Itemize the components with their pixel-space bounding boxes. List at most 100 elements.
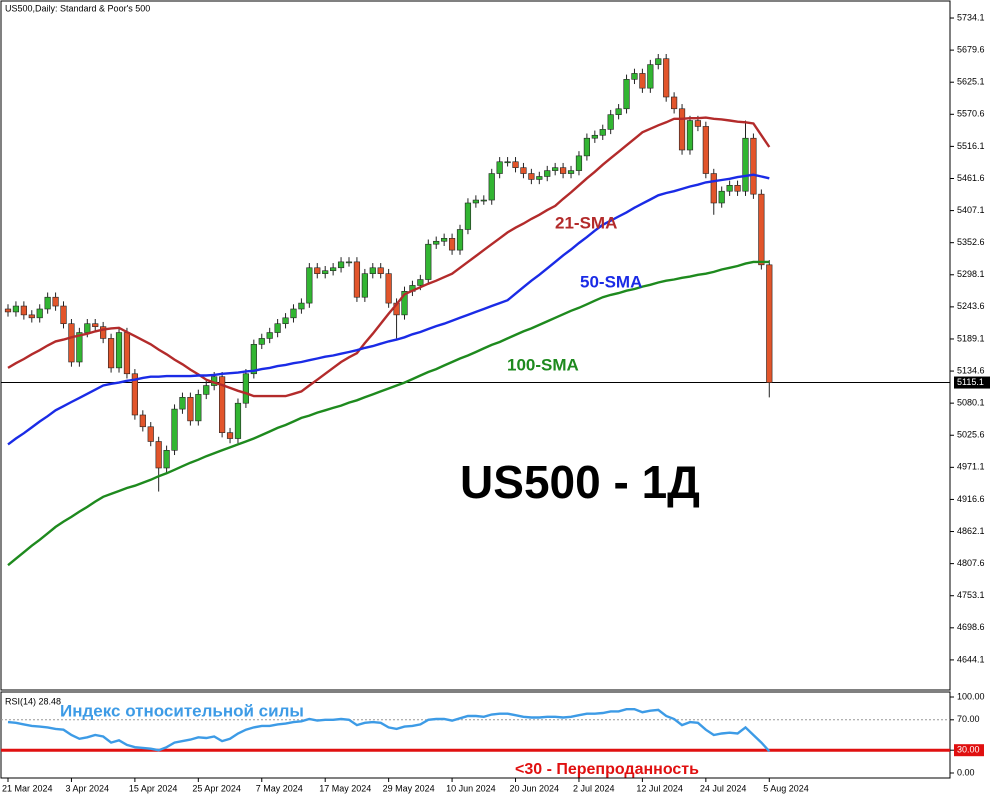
rsi-tick-label: 0.00 bbox=[957, 767, 975, 777]
candle-body bbox=[163, 450, 170, 469]
candle-body bbox=[203, 385, 210, 395]
candle-body bbox=[187, 397, 194, 422]
y-tick-label: 4807.6 bbox=[957, 558, 985, 568]
sma-label: 50-SMA bbox=[580, 272, 642, 291]
y-tick-label: 5134.6 bbox=[957, 365, 985, 375]
candle-body bbox=[36, 308, 43, 319]
candle-body bbox=[686, 120, 694, 151]
y-tick-label: 5298.1 bbox=[957, 269, 985, 279]
candle-body bbox=[425, 243, 432, 280]
candle-body bbox=[68, 323, 75, 363]
candle-body bbox=[599, 129, 606, 136]
candle-body bbox=[306, 267, 313, 304]
sma-line bbox=[7, 173, 770, 446]
candle-body bbox=[464, 202, 472, 230]
candle-body bbox=[171, 408, 178, 451]
candle-body bbox=[591, 134, 598, 139]
candle-body bbox=[750, 137, 757, 195]
candle-body bbox=[330, 267, 337, 272]
candle-body bbox=[552, 167, 559, 171]
candle-body bbox=[290, 308, 297, 319]
x-tick-label: 24 Jul 2024 bbox=[700, 783, 747, 793]
y-tick-label: 5352.6 bbox=[957, 237, 985, 247]
candle-body bbox=[615, 108, 622, 115]
x-tick-label: 12 Jul 2024 bbox=[636, 783, 683, 793]
x-tick-label: 7 May 2024 bbox=[256, 783, 303, 793]
candle-body bbox=[512, 161, 519, 168]
candle-body bbox=[314, 267, 321, 274]
candle-body bbox=[4, 308, 12, 313]
candle-body bbox=[353, 261, 361, 298]
candle-body bbox=[504, 161, 511, 164]
y-tick-label: 4644.1 bbox=[957, 654, 985, 664]
oversold-note: <30 - Перепроданность bbox=[515, 761, 699, 778]
candle-body bbox=[147, 426, 154, 442]
y-tick-label: 5407.1 bbox=[957, 205, 985, 215]
candle-body bbox=[663, 58, 670, 98]
y-tick-label: 5625.1 bbox=[957, 77, 985, 87]
candle-body bbox=[139, 414, 146, 428]
y-tick-label: 4916.6 bbox=[957, 494, 985, 504]
candle-body bbox=[84, 323, 91, 333]
x-tick-label: 25 Apr 2024 bbox=[192, 783, 241, 793]
x-tick-label: 21 Mar 2024 bbox=[2, 783, 53, 793]
candle-body bbox=[536, 176, 543, 180]
y-tick-label: 5243.6 bbox=[957, 301, 985, 311]
candle-body bbox=[544, 170, 551, 177]
candle-body bbox=[488, 173, 495, 201]
x-tick-label: 20 Jun 2024 bbox=[510, 783, 560, 793]
candle-body bbox=[655, 58, 662, 65]
x-tick-label: 15 Apr 2024 bbox=[129, 783, 178, 793]
rsi-tick-label: 70.00 bbox=[957, 714, 980, 724]
y-tick-label: 5189.1 bbox=[957, 333, 985, 343]
x-tick-label: 3 Apr 2024 bbox=[65, 783, 109, 793]
candle-body bbox=[100, 326, 107, 339]
candle-body bbox=[758, 193, 765, 266]
y-tick-label: 5679.6 bbox=[957, 44, 985, 54]
candle-body bbox=[20, 305, 27, 316]
rsi-line bbox=[7, 708, 771, 753]
x-tick-label: 29 May 2024 bbox=[383, 783, 435, 793]
y-tick-label: 5734.1 bbox=[957, 12, 985, 22]
candle-body bbox=[155, 441, 162, 469]
y-tick-label: 4862.1 bbox=[957, 526, 985, 536]
y-tick-label: 5461.6 bbox=[957, 173, 985, 183]
rsi-tick-label: 100.00 bbox=[957, 691, 985, 701]
candle-body bbox=[385, 273, 392, 304]
sma-label: 100-SMA bbox=[507, 355, 579, 374]
candle-body bbox=[115, 332, 123, 369]
candle-body bbox=[60, 305, 67, 325]
candle-body bbox=[575, 155, 583, 171]
x-tick-label: 2 Jul 2024 bbox=[573, 783, 615, 793]
x-tick-label: 10 Jun 2024 bbox=[446, 783, 496, 793]
candle-body bbox=[179, 397, 186, 410]
candle-body bbox=[631, 73, 638, 80]
candle-body bbox=[266, 332, 273, 339]
candle-body bbox=[528, 173, 535, 180]
candle-body bbox=[369, 267, 376, 274]
candle-body bbox=[726, 185, 733, 192]
candle-body bbox=[623, 79, 630, 110]
candle-body bbox=[195, 394, 202, 422]
candle-body bbox=[12, 305, 20, 313]
candle-body bbox=[694, 120, 702, 127]
candle-body bbox=[559, 167, 567, 174]
candle-body bbox=[28, 314, 35, 319]
chart-title: US500,Daily: Standard & Poor's 500 bbox=[5, 3, 150, 13]
current-price-label: 5115.1 bbox=[957, 377, 984, 387]
candle-body bbox=[456, 229, 464, 251]
y-tick-label: 5570.6 bbox=[957, 109, 985, 119]
candle-body bbox=[123, 332, 131, 375]
candle-body bbox=[417, 279, 424, 286]
candle-body bbox=[702, 126, 709, 174]
candle-body bbox=[274, 323, 281, 333]
candle-body bbox=[734, 185, 741, 192]
candle-body bbox=[472, 199, 479, 204]
candle-body bbox=[258, 338, 265, 345]
candle-body bbox=[448, 238, 456, 251]
y-tick-label: 5025.6 bbox=[957, 430, 985, 440]
candle-body bbox=[92, 323, 99, 327]
candle-body bbox=[52, 296, 59, 307]
rsi-tick-label: 30.00 bbox=[957, 745, 980, 755]
candle-body bbox=[377, 267, 384, 274]
